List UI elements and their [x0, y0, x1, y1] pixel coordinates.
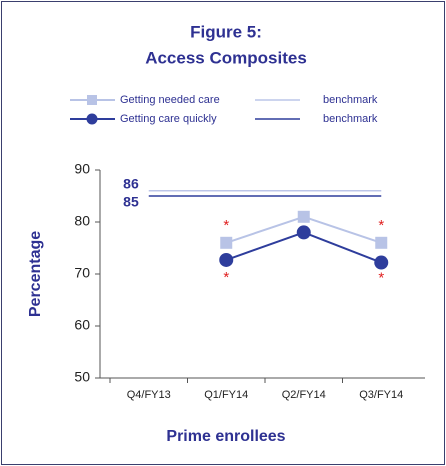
annotation: *	[223, 269, 229, 286]
legend-label: Getting needed care	[120, 94, 220, 106]
marker	[374, 255, 389, 270]
legend-label: Getting care quickly	[120, 113, 217, 125]
x-tick-label: Q2/FY14	[282, 389, 326, 401]
marker	[220, 236, 233, 249]
x-tick-label: Q1/FY14	[204, 389, 248, 401]
chart-title: Figure 5:	[190, 22, 262, 41]
y-axis-label: Percentage	[27, 231, 44, 317]
marker	[375, 236, 388, 249]
y-tick-label: 90	[74, 161, 90, 177]
annotation: *	[378, 270, 384, 287]
x-tick-label: Q3/FY14	[359, 389, 403, 401]
marker	[296, 225, 311, 240]
legend-label: benchmark	[323, 94, 378, 106]
legend-label: benchmark	[323, 113, 378, 125]
legend-marker	[86, 113, 98, 125]
x-tick-label: Q4/FY13	[127, 389, 171, 401]
legend-marker	[87, 95, 97, 105]
y-tick-label: 80	[74, 213, 90, 229]
chart-title: Access Composites	[145, 48, 307, 67]
x-axis-label: Prime enrollees	[166, 428, 285, 445]
annotation: *	[378, 217, 384, 234]
data-label: 86	[123, 176, 139, 192]
y-tick-label: 70	[74, 265, 90, 281]
marker	[219, 252, 234, 267]
annotation: *	[223, 217, 229, 234]
data-label: 85	[123, 194, 139, 210]
y-tick-label: 60	[74, 317, 90, 333]
y-tick-label: 50	[74, 369, 90, 385]
marker	[297, 210, 310, 223]
